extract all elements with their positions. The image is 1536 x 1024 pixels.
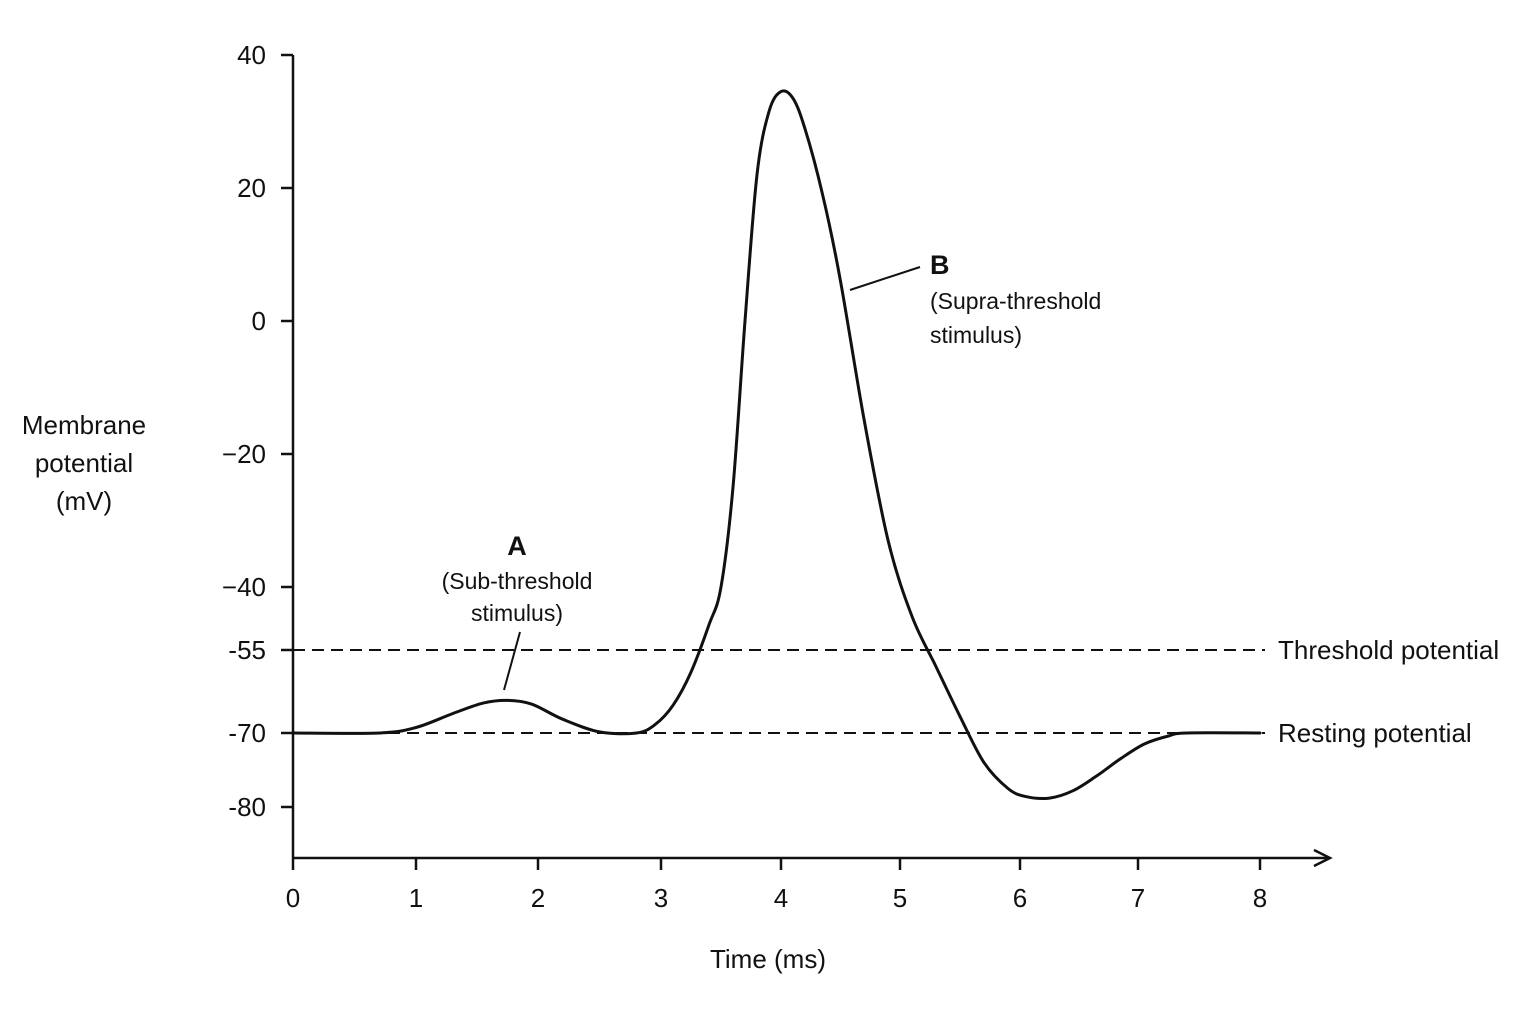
axes-group [291,55,1333,868]
stimulus-annotations: A (Sub-threshold stimulus) B (Supra-threshol… [442,250,1101,691]
x-tick-label: 3 [654,883,668,913]
annotation-leader-line [849,266,921,291]
reference-line-label: Resting potential [1278,718,1472,748]
y-tick-label: 20 [237,173,266,203]
y-axis-title: Membrane potential (mV) [22,410,146,516]
y-tick-label: 0 [252,306,266,336]
x-tick-label: 6 [1013,883,1027,913]
annotation-text: (Supra-threshold [930,288,1101,314]
annotation-letter: A [507,531,527,561]
membrane-potential-curve [291,89,1262,801]
annotation-text: stimulus) [930,322,1022,348]
y-tick-label: -80 [228,792,266,822]
x-tick-label: 5 [893,883,907,913]
y-tick-label: −40 [222,572,266,602]
annotation-leader-line [503,631,521,691]
y-tick-label: -70 [228,718,266,748]
annotation-text: stimulus) [471,600,563,626]
x-tick-label: 4 [774,883,788,913]
y-axis-ticks: 40 20 0 −20 −40 -55 -70 -80 [222,40,293,822]
reference-lines: Threshold potential Resting potential [293,635,1499,748]
x-tick-label: 8 [1253,883,1267,913]
x-tick-label: 1 [409,883,423,913]
y-tick-label: 40 [237,40,266,70]
x-axis-ticks: 0 1 2 3 4 5 6 7 8 [286,858,1267,913]
annotation-text: (Sub-threshold [442,568,593,594]
x-axis-title: Time (ms) [710,944,826,974]
y-axis-title-line: potential [35,448,133,478]
x-axis-arrowhead [1313,848,1333,868]
x-tick-label: 7 [1131,883,1145,913]
y-axis-title-line: Membrane [22,410,146,440]
annotation-letter: B [930,250,950,280]
reference-line-label: Threshold potential [1278,635,1499,665]
y-tick-label: −20 [222,439,266,469]
y-axis-title-line: (mV) [56,486,112,516]
x-tick-label: 0 [286,883,300,913]
x-tick-label: 2 [531,883,545,913]
y-tick-label: -55 [228,635,266,665]
